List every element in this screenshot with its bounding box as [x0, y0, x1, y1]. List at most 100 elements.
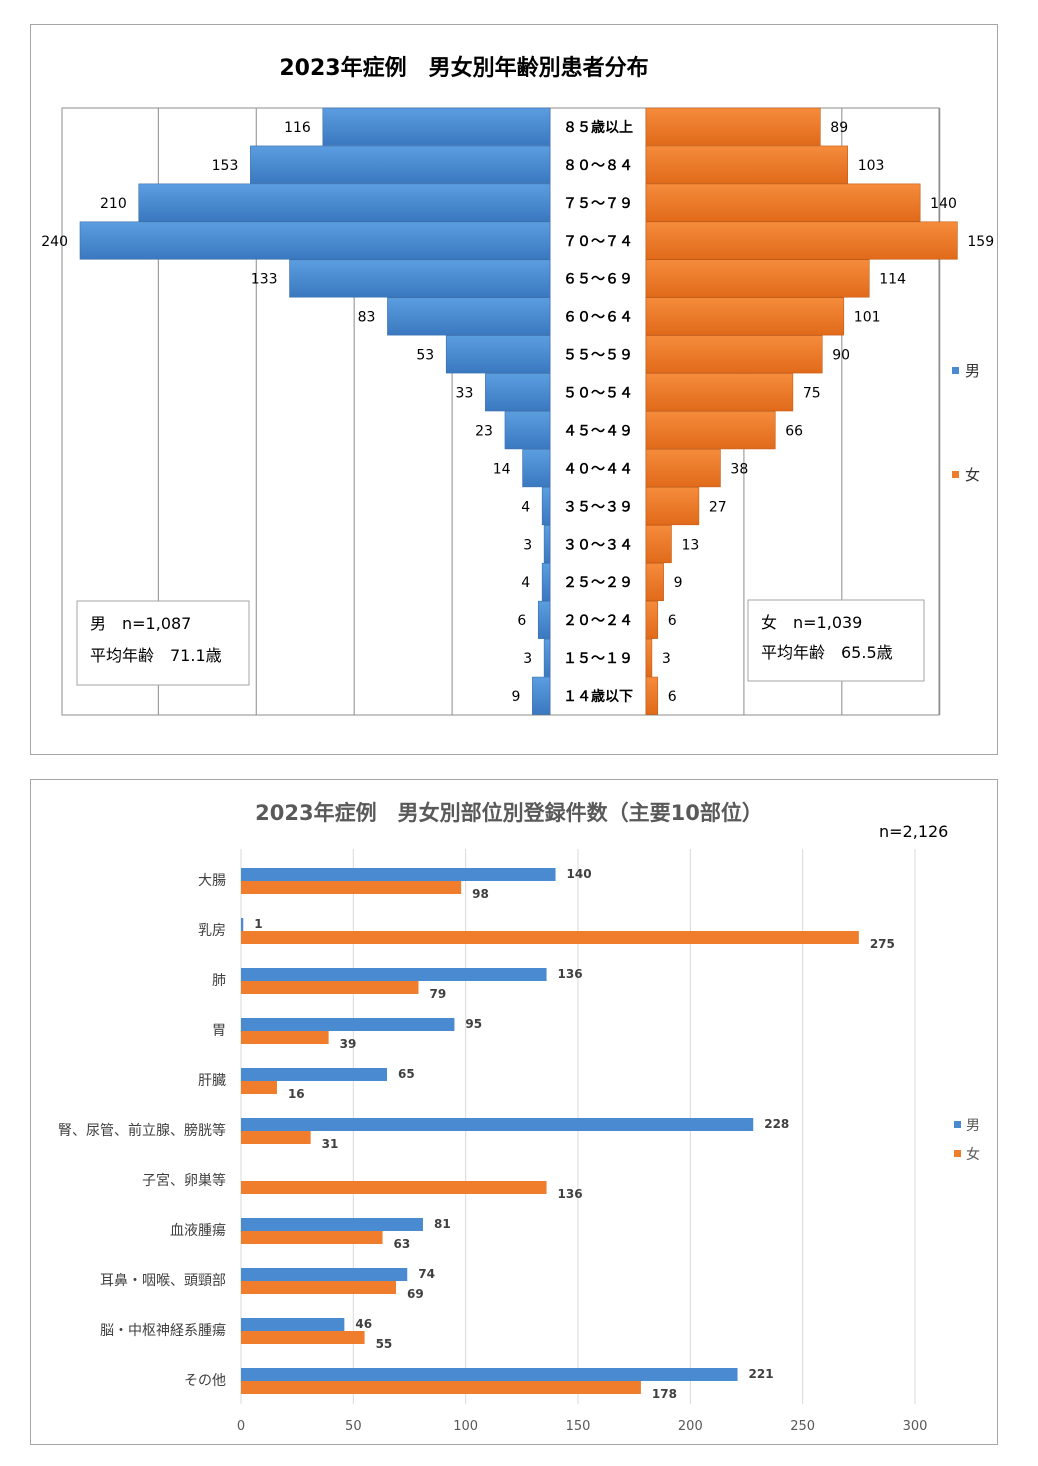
male-bar	[445, 335, 551, 374]
male-bar	[485, 373, 551, 412]
male-bar	[289, 259, 551, 298]
female-bar	[241, 1181, 547, 1194]
male-data-label: 46	[355, 1317, 372, 1331]
male-data-label: 83	[358, 310, 376, 326]
site-category-label: 大腸	[198, 873, 226, 889]
male-data-label: 240	[41, 234, 68, 250]
male-bar	[541, 562, 551, 601]
age-category-label: ４０～４４	[563, 461, 633, 477]
legend-swatch-female	[954, 1150, 961, 1157]
male-data-label: 23	[475, 423, 493, 439]
site-category-label: 腎、尿管、前立腺、膀胱等	[58, 1122, 226, 1139]
age-pyramid-panel: 2023年症例 男女別年齢別患者分布 116 89 ８５歳以上 153 103 ８０～８４ 2…	[30, 24, 998, 755]
site-category-label: 乳房	[198, 923, 226, 939]
site-category-label: 肝臓	[198, 1073, 226, 1089]
female-data-label: 63	[394, 1237, 411, 1251]
age-category-label: ８５歳以上	[563, 119, 633, 136]
site-bar-panel: 2023年症例 男女別部位別登録件数（主要10部位） n=2,126 0 50 100 1…	[30, 779, 998, 1445]
female-data-label: 75	[803, 386, 821, 402]
x-tick-label: 0	[237, 1419, 245, 1434]
male-bar	[543, 525, 551, 564]
female-bar	[241, 981, 419, 994]
x-tick-label: 200	[678, 1419, 703, 1434]
female-bar	[645, 373, 794, 412]
male-data-label: 14	[493, 461, 511, 477]
female-bar	[645, 525, 672, 564]
site-category-label: 耳鼻・咽喉、頭頸部	[100, 1272, 226, 1289]
female-data-label: 31	[322, 1137, 339, 1151]
legend-label-male: 男	[966, 1118, 980, 1134]
male-data-label: 133	[251, 272, 278, 288]
female-summary-box	[747, 599, 925, 682]
male-bar	[241, 1268, 408, 1281]
male-data-label: 153	[212, 158, 239, 174]
legend-swatch-male	[952, 367, 959, 374]
female-data-label: 89	[830, 120, 848, 136]
female-data-label: 98	[472, 887, 489, 901]
site-bar-chart: 2023年症例 男女別部位別登録件数（主要10部位） n=2,126 0 50 100 1…	[58, 801, 980, 1434]
female-bar	[645, 221, 958, 260]
female-data-label: 39	[340, 1037, 357, 1051]
age-category-label: ５５～５９	[563, 348, 633, 364]
site-category-label: その他	[184, 1373, 226, 1389]
female-bar	[241, 1131, 311, 1144]
female-data-label: 55	[376, 1337, 393, 1351]
age-category-label: ６５～６９	[563, 272, 633, 288]
male-bar	[241, 918, 244, 931]
male-data-label: 9	[511, 689, 520, 705]
female-data-label: 114	[879, 272, 906, 288]
male-data-label: 3	[523, 537, 532, 553]
age-category-label: ２０～２４	[563, 613, 633, 629]
male-bar	[387, 297, 551, 336]
chart-title: 2023年症例 男女別年齢別患者分布	[279, 55, 648, 81]
age-category-label: ３０～３４	[563, 537, 633, 553]
male-data-label: 4	[521, 575, 530, 591]
age-category-label: ７５～７９	[563, 196, 633, 212]
age-category-label: ７０～７４	[563, 234, 633, 250]
male-data-label: 6	[517, 613, 526, 629]
age-category-label: １５～１９	[563, 651, 633, 667]
x-tick-label: 150	[566, 1419, 591, 1434]
female-bar	[645, 638, 653, 677]
male-data-label: 81	[434, 1217, 451, 1231]
age-category-label: ６０～６４	[563, 310, 633, 326]
female-bar	[241, 1031, 329, 1044]
male-data-label: 140	[567, 867, 592, 881]
male-bar	[241, 1118, 754, 1131]
female-bar	[645, 449, 721, 488]
male-data-label: 95	[465, 1017, 482, 1031]
female-data-label: 159	[967, 234, 994, 250]
x-tick-label: 50	[345, 1419, 362, 1434]
male-bar	[543, 638, 551, 677]
female-bar	[645, 183, 921, 222]
female-data-label: 69	[407, 1287, 424, 1301]
male-mean-age-text: 平均年齢 71.1歳	[90, 646, 222, 665]
female-data-label: 90	[832, 348, 850, 364]
male-data-label: 221	[749, 1367, 774, 1381]
legend-label-female: 女	[965, 466, 980, 484]
female-data-label: 27	[709, 499, 727, 515]
age-pyramid-chart: 2023年症例 男女別年齢別患者分布 116 89 ８５歳以上 153 103 ８０～８４ 2…	[41, 55, 994, 716]
male-bar	[241, 868, 556, 881]
female-bar	[645, 676, 659, 715]
male-bar	[241, 1218, 423, 1231]
legend-swatch-female	[952, 471, 959, 478]
female-data-label: 6	[668, 613, 677, 629]
age-category-label: ８０～８４	[563, 158, 633, 174]
male-bar	[322, 107, 551, 146]
male-bar	[504, 411, 551, 450]
male-data-label: 33	[456, 386, 474, 402]
male-data-label: 136	[558, 967, 583, 981]
female-data-label: 38	[730, 461, 748, 477]
female-bar	[645, 297, 845, 336]
female-bar	[645, 411, 776, 450]
age-category-label: ４５～４９	[563, 423, 633, 439]
age-category-label: １４歳以下	[563, 688, 633, 705]
male-data-label: 53	[416, 348, 434, 364]
female-mean-age-text: 平均年齢 65.5歳	[761, 643, 893, 662]
male-bar	[241, 1018, 455, 1031]
male-data-label: 4	[521, 499, 530, 515]
site-category-label: 肺	[212, 973, 226, 989]
female-bar	[645, 145, 849, 184]
female-bar	[241, 931, 859, 944]
